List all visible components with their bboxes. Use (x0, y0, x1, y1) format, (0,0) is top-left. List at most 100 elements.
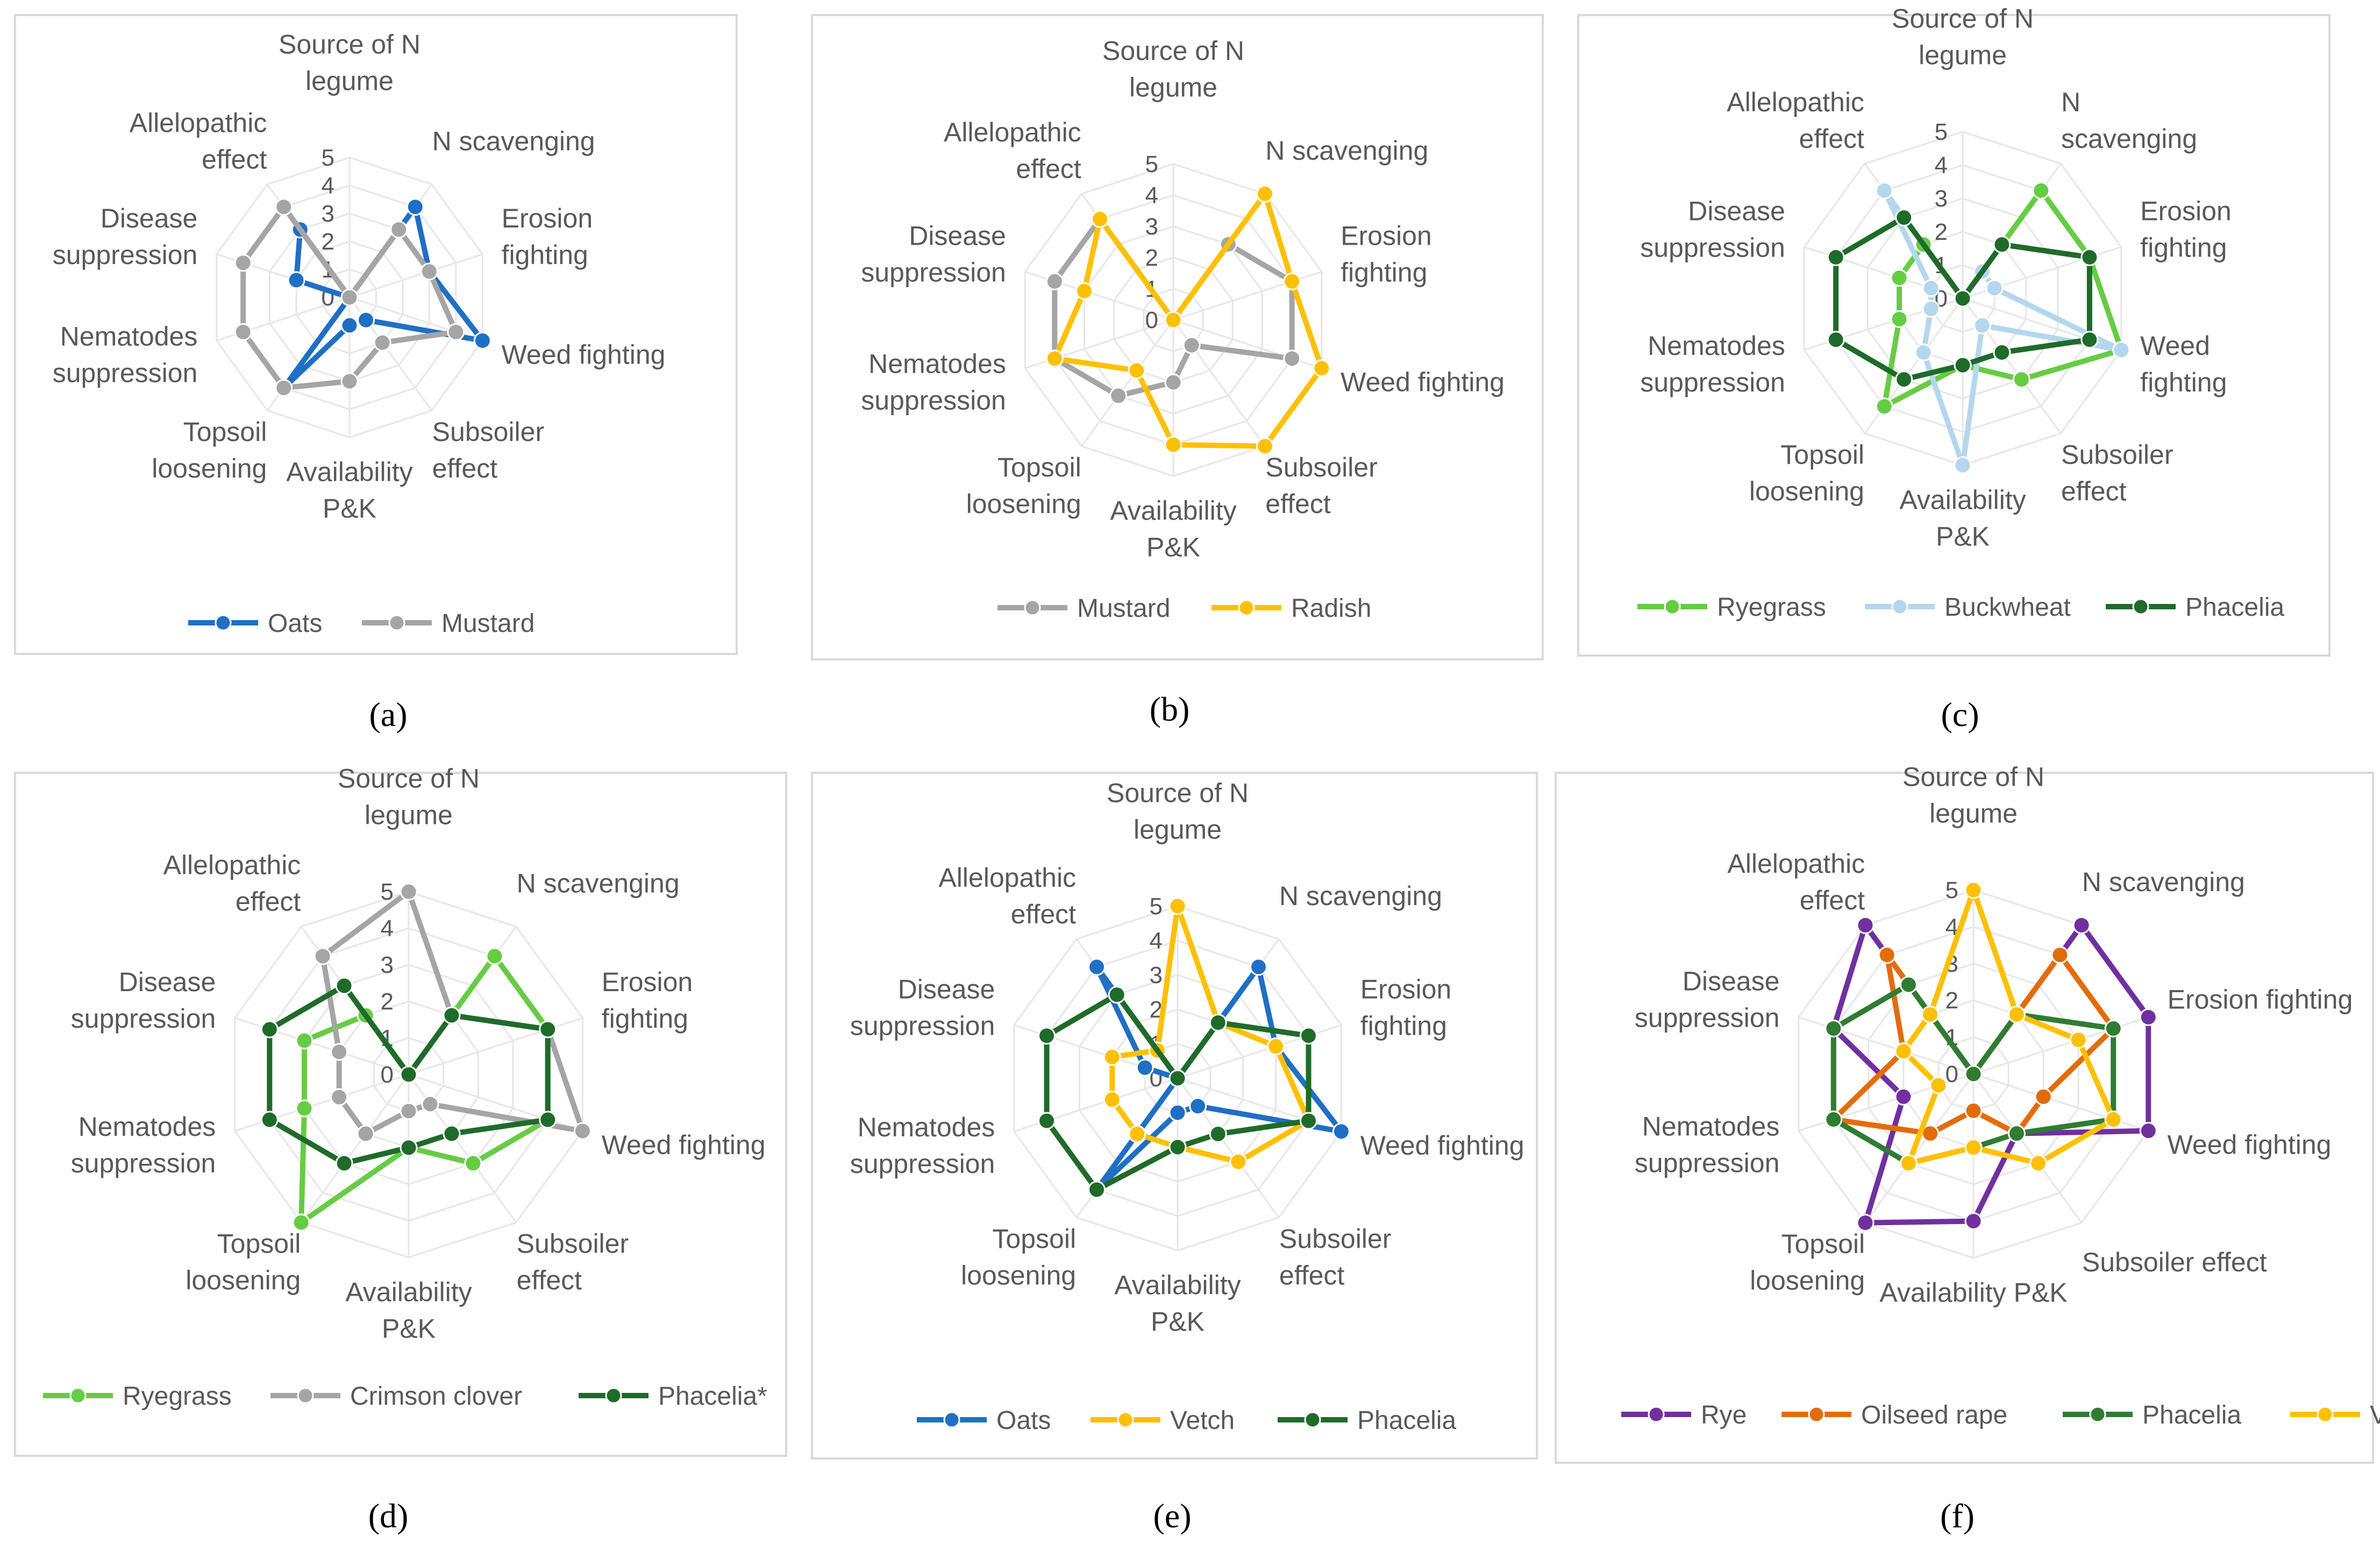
data-point (292, 1213, 310, 1232)
axis-label: Disease (1688, 196, 1785, 226)
legend-label: Phacelia (1357, 1406, 1456, 1435)
data-point (1894, 1042, 1913, 1061)
axis-label: N scavenging (432, 126, 595, 156)
axis-label: Nematodes (1648, 331, 1785, 361)
data-point (2032, 181, 2050, 200)
tick-label: 4 (1150, 928, 1163, 954)
tick-label: 3 (381, 952, 394, 978)
data-point (1038, 1112, 1056, 1130)
axis-label: Source of N (338, 763, 480, 793)
axis-label: fighting (2140, 232, 2227, 262)
axis-label: effect (1016, 154, 1081, 184)
data-point (2072, 916, 2091, 934)
data-point (1189, 1097, 1207, 1115)
axis-label: N scavenging (2082, 867, 2245, 897)
tick-label: 3 (322, 201, 334, 227)
axis-label: Nematodes (868, 349, 1006, 379)
data-point (2029, 1154, 2048, 1172)
axis-label: legume (1134, 814, 1222, 844)
axis-label: P&K (382, 1313, 436, 1343)
data-point (1164, 436, 1182, 454)
tick-label: 2 (1946, 987, 1958, 1014)
data-point (287, 271, 305, 289)
axis-label: Topsoil (217, 1229, 301, 1259)
axis-label: Allelopathic (1727, 849, 1865, 879)
legend-label: Oilseed rape (1861, 1401, 2007, 1429)
axis-label: Availability (1110, 495, 1236, 525)
axis-label: Source of N (1892, 3, 2034, 33)
data-point (1299, 1112, 1317, 1130)
axis-label: effect (1011, 899, 1076, 929)
data-point (1894, 1087, 1913, 1106)
axis-label: Erosion (1360, 974, 1452, 1004)
tick-label: 5 (1946, 877, 1958, 903)
axis-label: legume (305, 66, 394, 96)
data-point (1045, 272, 1064, 290)
data-point (1964, 1139, 1983, 1157)
data-point (2104, 1019, 2122, 1037)
data-point (1875, 181, 1893, 200)
axis-label: Erosion (602, 967, 693, 997)
data-point (1256, 184, 1274, 203)
axis-label: suppression (71, 1004, 216, 1034)
axis-label: Source of N (1107, 778, 1249, 808)
legend-label: Phacelia (2142, 1401, 2241, 1429)
legend-marker (2317, 1406, 2334, 1423)
axis-label: scavenging (2061, 124, 2197, 154)
data-point (1267, 1037, 1285, 1056)
axis-label: effect (236, 887, 301, 917)
axis-label: Weed fighting (502, 339, 666, 369)
legend-marker (2132, 598, 2149, 615)
axis-label: suppression (1635, 1003, 1780, 1033)
data-point (1091, 210, 1109, 228)
axis-label: effect (2061, 476, 2126, 506)
axis-label: effect (1265, 489, 1330, 519)
axis-label: suppression (861, 258, 1006, 288)
data-point (1899, 976, 1918, 994)
data-point (1103, 1091, 1121, 1109)
tick-label: 2 (1935, 219, 1948, 245)
tick-label: 4 (1935, 152, 1948, 179)
tick-label: 3 (1935, 186, 1948, 212)
axis-label: suppression (53, 358, 198, 388)
axis-label: Allelopathic (938, 863, 1076, 893)
data-point (1283, 272, 1301, 290)
tick-label: 5 (1145, 151, 1158, 177)
tick-label: 2 (322, 229, 334, 255)
axis-label: P&K (1936, 521, 1990, 551)
tick-label: 2 (381, 988, 394, 1015)
data-point (1856, 916, 1875, 934)
data-point (335, 1154, 353, 1172)
axis-label: Allelopathic (163, 850, 301, 880)
data-point (2139, 1122, 2157, 1140)
data-point (357, 1125, 375, 1143)
grid-spoke (349, 253, 483, 298)
axis-label: legume (365, 800, 453, 830)
axis-label: Topsoil (1780, 439, 1864, 469)
data-point (340, 316, 359, 335)
data-point (1136, 1058, 1154, 1077)
panel-frame (1577, 14, 2331, 657)
data-point (1825, 1111, 1843, 1129)
data-point (234, 254, 252, 272)
tick-label: 5 (381, 879, 394, 905)
axis-label: suppression (1640, 367, 1785, 397)
axis-label: Topsoil (997, 452, 1081, 482)
data-point (1954, 356, 1972, 374)
axis-label: loosening (966, 489, 1081, 519)
data-point (295, 1099, 313, 1118)
axis-label: loosening (1749, 476, 1864, 506)
data-point (1075, 282, 1094, 300)
legend-label: Ryegrass (1717, 593, 1826, 622)
tick-label: 5 (1935, 119, 1948, 145)
data-point (1964, 1212, 1983, 1230)
axis-label: Erosion (2140, 196, 2232, 226)
data-point (1088, 958, 1106, 976)
data-point (330, 1043, 348, 1061)
data-point (275, 379, 293, 397)
tick-label: 0 (381, 1062, 394, 1088)
axis-label: effect (202, 144, 267, 174)
